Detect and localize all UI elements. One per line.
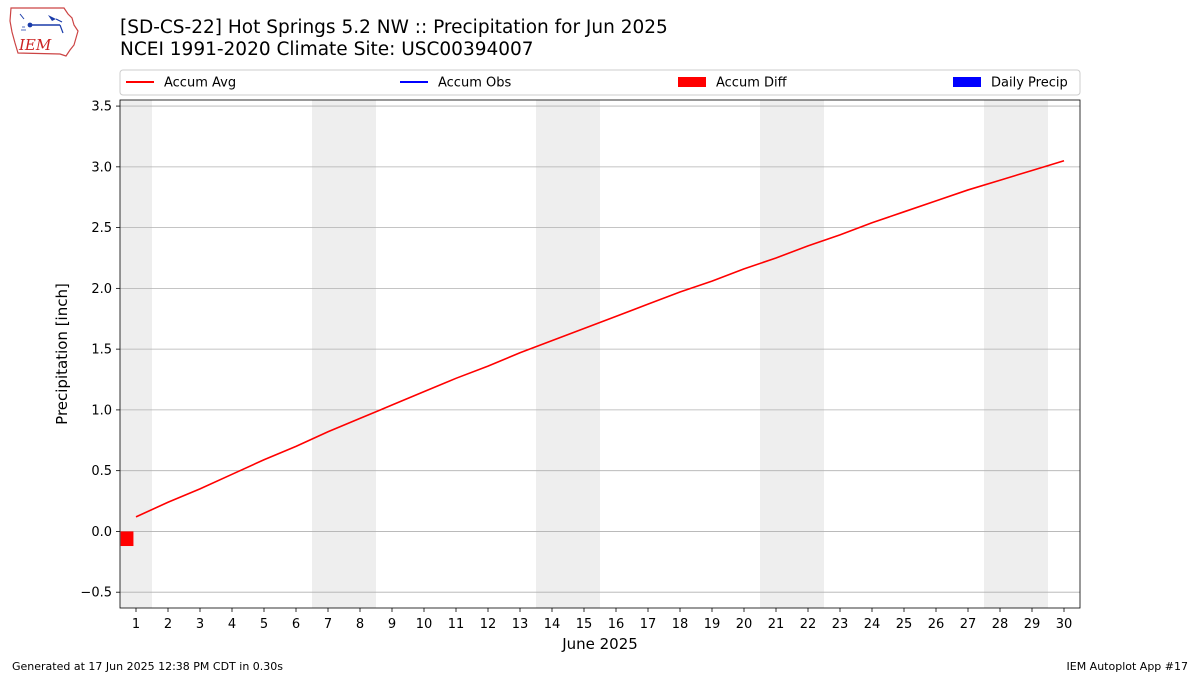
x-tick-label: 12 — [480, 617, 497, 632]
x-axis-label: June 2025 — [561, 635, 638, 653]
bars — [120, 531, 134, 547]
x-tick-label: 24 — [864, 617, 881, 632]
y-tick-label: 1.0 — [91, 403, 112, 418]
weekend-band — [984, 100, 1016, 608]
x-axis-ticks: 1 2 3 4 5 6 7 8 9 10 11 12 13 14 15 16 17 18 19 20 21 22 23 24 2… — [132, 608, 1072, 632]
x-tick-label: 27 — [960, 617, 977, 632]
weekend-band — [344, 100, 376, 608]
generated-timestamp: Generated at 17 Jun 2025 12:38 PM CDT in… — [12, 660, 284, 673]
x-tick-label: 22 — [800, 617, 817, 632]
x-tick-label: 25 — [896, 617, 913, 632]
accum-diff-bar — [120, 531, 134, 547]
x-tick-label: 13 — [512, 617, 529, 632]
y-tick-label: 0.0 — [91, 525, 112, 540]
y-tick-label: 1.5 — [91, 343, 112, 358]
weekend-band — [760, 100, 792, 608]
x-tick-label: 4 — [228, 617, 236, 632]
logo-text: IEM — [18, 36, 52, 54]
x-tick-label: 19 — [704, 617, 721, 632]
y-tick-label: 0.5 — [91, 464, 112, 479]
x-tick-label: 20 — [736, 617, 753, 632]
weekend-shading — [120, 100, 1048, 608]
y-tick-label: 3.0 — [91, 160, 112, 175]
y-tick-label: −0.5 — [80, 586, 112, 601]
x-tick-label: 28 — [992, 617, 1009, 632]
x-tick-label: 14 — [544, 617, 561, 632]
x-tick-label: 5 — [260, 617, 268, 632]
x-tick-label: 11 — [448, 617, 465, 632]
x-tick-label: 17 — [640, 617, 657, 632]
y-tick-label: 2.0 — [91, 282, 112, 297]
weekend-band — [568, 100, 600, 608]
y-axis-ticks: −0.5 0.0 0.5 1.0 1.5 2.0 2.5 3.0 3.5 — [80, 100, 120, 601]
x-tick-label: 8 — [356, 617, 364, 632]
x-tick-label: 30 — [1056, 617, 1073, 632]
weekend-band — [1016, 100, 1048, 608]
weekend-band — [792, 100, 824, 608]
accum-avg-line — [135, 160, 1065, 518]
x-tick-label: 1 — [132, 617, 140, 632]
weekend-band — [312, 100, 344, 608]
x-tick-label: 7 — [324, 617, 332, 632]
x-tick-label: 3 — [196, 617, 204, 632]
legend: Accum Avg Accum Obs Accum Diff Daily Precip — [119, 69, 1081, 96]
y-tick-label: 3.5 — [91, 100, 112, 115]
x-tick-label: 10 — [416, 617, 433, 632]
x-tick-label: 18 — [672, 617, 689, 632]
legend-box — [119, 69, 1081, 96]
legend-swatch — [678, 77, 706, 87]
x-tick-label: 2 — [164, 617, 172, 632]
legend-label: Accum Obs — [438, 76, 511, 91]
plot-frame — [119, 99, 1081, 609]
chart-subtitle: NCEI 1991-2020 Climate Site: USC00394007 — [120, 39, 534, 60]
y-axis-label: Precipitation [inch] — [53, 283, 71, 425]
y-tick-label: 2.5 — [91, 221, 112, 236]
x-tick-label: 9 — [388, 617, 396, 632]
app-label: IEM Autoplot App #17 — [1066, 660, 1189, 673]
lines — [135, 160, 1065, 518]
x-tick-label: 21 — [768, 617, 785, 632]
legend-label: Accum Avg — [164, 76, 236, 91]
weekend-band — [536, 100, 568, 608]
gridlines — [120, 105, 1080, 593]
x-tick-label: 26 — [928, 617, 945, 632]
legend-swatch — [953, 77, 981, 87]
legend-label: Daily Precip — [991, 76, 1068, 91]
x-tick-label: 29 — [1024, 617, 1041, 632]
legend-label: Accum Diff — [716, 76, 788, 91]
x-tick-label: 15 — [576, 617, 593, 632]
chart-title: [SD-CS-22] Hot Springs 5.2 NW :: Precipi… — [120, 17, 668, 38]
weekend-band — [120, 100, 152, 608]
x-tick-label: 16 — [608, 617, 625, 632]
x-tick-label: 6 — [292, 617, 300, 632]
x-tick-label: 23 — [832, 617, 849, 632]
iem-logo: IEM — [9, 7, 79, 57]
